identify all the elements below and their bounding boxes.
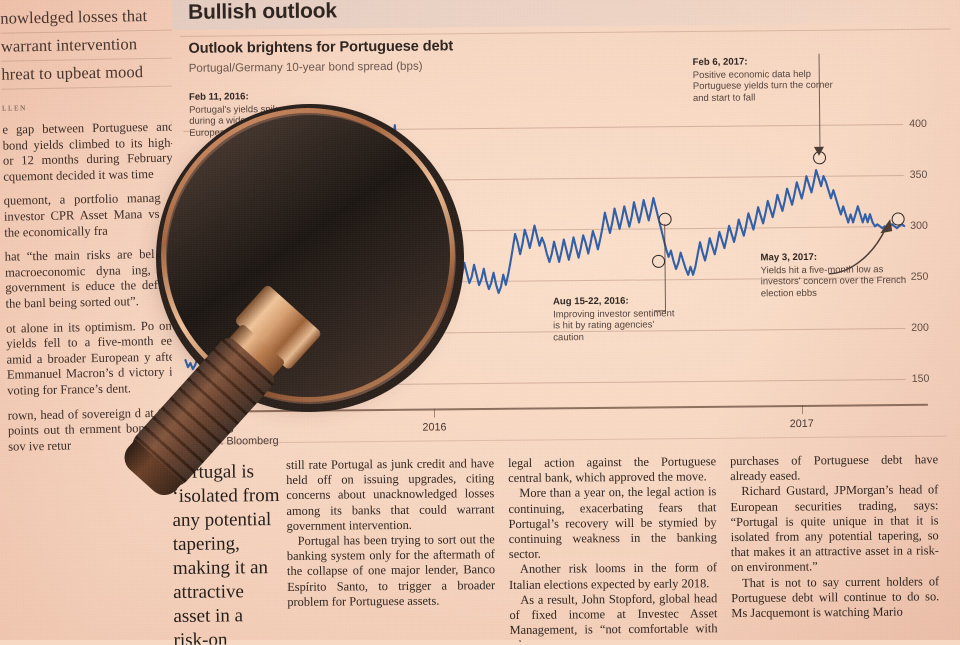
arrow-down-icon [813, 146, 824, 156]
y-axis-tick-label: 250 [910, 270, 929, 283]
section-kicker: Bullish outlook [188, 0, 337, 24]
panel-divider [180, 28, 951, 37]
article-body: Portugal is ‘isolated from any potential… [168, 448, 960, 645]
annotation-aug-2016: Aug 15-22, 2016: Improving investor sent… [553, 295, 683, 344]
x-axis-tick [434, 408, 436, 418]
leader-feb-2016 [335, 133, 338, 160]
article-paragraph: Richard Gustard, JPMorgan’s head of Euro… [730, 482, 939, 575]
x-axis-tick [801, 404, 803, 414]
annotation-feb-2016: Feb 11, 2016: Portugal's yields spike du… [189, 91, 309, 140]
y-axis-tick-label: 150 [911, 372, 930, 385]
annotation-feb-2017: Feb 6, 2017: Positive economic data help… [693, 56, 843, 105]
annotation-text: Improving investor sentiment is hit by r… [552, 307, 675, 344]
article-paragraph: still rate Portugal as junk credit and h… [286, 456, 495, 533]
left-paragraph: hat “the main risks are bel the macroeco… [4, 246, 172, 311]
x-axis-tick-label: 2016 [422, 421, 447, 434]
data-marker-aug-2016-low [651, 254, 666, 268]
chart-footer: May 2015 Source: Bloomberg [186, 423, 279, 447]
article-paragraph: Another risk looms in the form of Italia… [509, 560, 718, 592]
article-paragraph: That is not to say current holders of Po… [731, 573, 940, 621]
article-paragraph: legal action against the Portuguese cent… [508, 454, 717, 486]
curved-arrow-icon [828, 219, 893, 275]
chart-panel: Bullish outlook Outlook brightens for Po… [171, 0, 960, 452]
article-column-2: still rate Portugal as junk credit and h… [286, 456, 495, 610]
annotation-may-2017: May 3, 2017: Yields hit a five-month low… [760, 251, 906, 300]
x-axis-tick-label: 2017 [789, 417, 814, 431]
deck-line: warrant intervention [0, 30, 172, 62]
y-axis-tick-label: 200 [911, 321, 929, 334]
y-axis-tick-label: 300 [910, 219, 928, 233]
y-axis-tick-label: 350 [909, 169, 928, 182]
pull-quote: Portugal is ‘isolated from any potential… [172, 461, 280, 645]
annotation-date: Feb 11, 2016: [188, 91, 249, 103]
annotation-date: Feb 6, 2017: [692, 56, 748, 69]
deck-line: hreat to upbeat mood [1, 58, 172, 90]
deck-line: nowledged losses that [0, 2, 172, 34]
left-paragraph: ot alone in its optimism. Po ond yields … [5, 318, 172, 398]
article-paragraph: As a result, John Stopford, global head … [509, 591, 718, 645]
chart-title: Outlook brightens for Portuguese debt [188, 38, 454, 57]
left-paragraph: e gap between Portuguese and bond yields… [2, 119, 172, 184]
article-column-3: legal action against the Portuguese cent… [508, 454, 718, 645]
annotation-text: Portugal's yields spike during a wider s… [189, 103, 290, 139]
annotation-text: Positive economic data help Portuguese y… [692, 68, 833, 104]
article-paragraph: purchases of Portuguese debt have alread… [730, 452, 939, 484]
article-paragraph: Portugal has been trying to sort out the… [286, 532, 496, 609]
annotation-text: Yields hit a five-month low as investors… [760, 263, 907, 300]
deck-headline: nowledged losses that warrant interventi… [0, 2, 172, 90]
footer-divider [186, 435, 947, 444]
annotation-date: Aug 15-22, 2016: [552, 295, 629, 308]
article-paragraph: More than a year on, the legal action is… [508, 484, 717, 562]
article-column-4: purchases of Portuguese debt have alread… [730, 452, 939, 621]
chart-subtitle: Portugal/Germany 10-year bond spread (bp… [188, 59, 423, 75]
left-newspaper-column: nowledged losses that warrant interventi… [0, 0, 172, 640]
axis-start-label: May 2015 [186, 423, 234, 436]
left-paragraph: quemont, a portfolio manag n investor CP… [3, 190, 172, 240]
y-axis-tick-label: 400 [909, 118, 927, 131]
byline: LLEN [1, 103, 27, 113]
annotation-date: May 3, 2017: [760, 251, 818, 264]
left-paragraph: rown, head of sovereign d at Citi, point… [7, 404, 172, 454]
